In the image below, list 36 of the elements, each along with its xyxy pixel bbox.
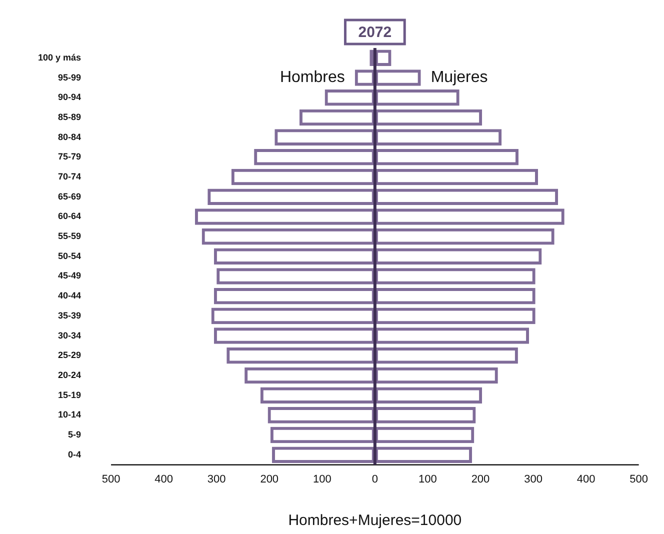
y-tick-label: 90-94 [58, 92, 82, 102]
y-tick-label: 40-44 [58, 290, 82, 301]
y-tick-label: 10-14 [58, 410, 82, 420]
x-tick-label: 400 [154, 473, 173, 486]
y-tick-label: 0-4 [68, 449, 82, 460]
y-tick-label: 30-34 [58, 330, 82, 340]
y-tick-label: 85-89 [58, 112, 82, 122]
x-tick-label: 300 [207, 473, 226, 486]
x-tick-label: 100 [418, 473, 437, 486]
y-tick-label: 80-84 [58, 132, 82, 142]
y-tick-label: 70-74 [58, 171, 82, 182]
y-tick-label: 25-29 [58, 350, 82, 360]
x-tick-label: 0 [372, 473, 378, 486]
x-tick-label: 300 [524, 473, 542, 486]
y-tick-label: 35-39 [58, 310, 82, 320]
y-tick-label: 45-49 [58, 270, 82, 281]
x-tick-label: 500 [102, 473, 120, 486]
x-tick-label: 200 [471, 473, 490, 486]
x-tick-label: 200 [260, 473, 279, 486]
y-tick-label: 50-54 [58, 250, 82, 261]
y-tick-label: 65-69 [58, 191, 82, 202]
legend-label: Mujeres [430, 69, 488, 86]
series-label: Hombres [280, 69, 345, 86]
x-tick-label: 500 [630, 473, 648, 486]
y-tick-label: 95-99 [58, 72, 82, 82]
x-tick-label: 400 [576, 473, 596, 486]
y-tick-label: 55-59 [58, 231, 82, 242]
y-tick-label: 20-24 [58, 370, 82, 380]
x-tick-label: 100 [312, 473, 332, 486]
y-tick-label: 60-64 [58, 211, 82, 222]
y-tick-label: 15-19 [58, 390, 82, 400]
y-tick-label: 100 y más [38, 52, 82, 62]
y-tick-label: 75-79 [58, 152, 82, 162]
x-axis-title: Hombres+Mujeres=10000 [288, 512, 462, 530]
y-tick-label: 5-9 [68, 430, 82, 440]
chart-title: 2072 [358, 24, 392, 42]
